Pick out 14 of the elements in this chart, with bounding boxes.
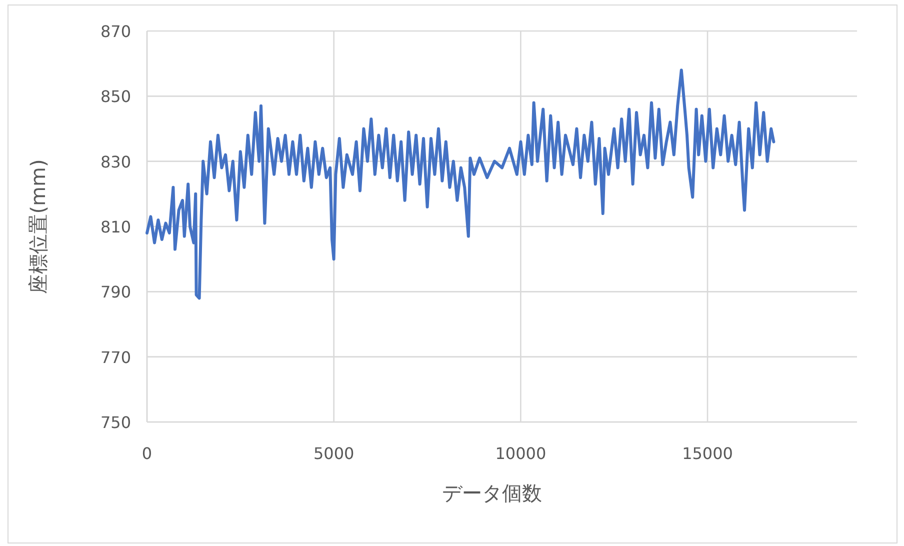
line-series (146, 68, 776, 300)
x-tick-label: 5000 (313, 444, 354, 463)
x-tick-label: 15000 (682, 444, 733, 463)
y-tick-label: 810 (100, 218, 131, 236)
y-tick-label: 790 (100, 282, 131, 302)
y-tick-label: 830 (100, 152, 131, 172)
x-tick-label: 10000 (495, 444, 546, 463)
y-tick-label: 850 (100, 87, 131, 106)
y-tick-label: 870 (100, 22, 131, 41)
y-axis-title: 座標位置(mm) (26, 159, 50, 294)
x-axis-title: データ個数 (442, 481, 542, 505)
y-tick-label: 750 (100, 413, 131, 432)
x-tick-label: 0 (142, 444, 152, 463)
y-tick-label: 770 (100, 348, 131, 367)
